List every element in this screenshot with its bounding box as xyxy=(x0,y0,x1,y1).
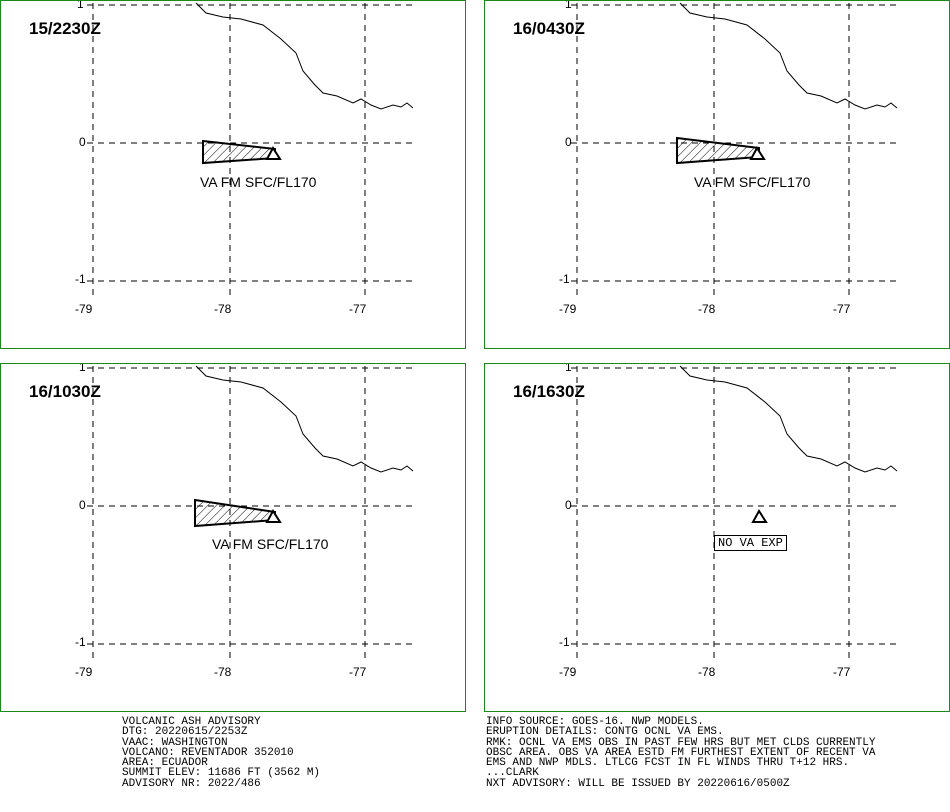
advisory-number: ADVISORY NR: 2022/486 xyxy=(122,777,261,790)
lon-label-78: -78 xyxy=(698,302,716,316)
lon-label-78: -78 xyxy=(214,665,232,679)
advisory-title: VOLCANIC ASH ADVISORY xyxy=(122,716,261,728)
next-advisory: NXT ADVISORY: WILL BE ISSUED BY 20220616… xyxy=(486,777,790,790)
map-panel-2: 16/0430Z VA FM SFC/FL170 1 0 -1 -79 -78 … xyxy=(484,0,950,349)
coastline xyxy=(679,2,898,110)
coastline xyxy=(679,365,898,473)
lat-label-0: 0 xyxy=(565,135,572,149)
advisory-dtg: DTG: 20220615/2253Z xyxy=(122,726,248,739)
remarks-line-1: RMK: OCNL VA EMS OBS IN PAST FEW HRS BUT… xyxy=(486,736,876,749)
advisory-header: VOLCANIC ASH ADVISORY DTG: 20220615/2253… xyxy=(122,716,321,790)
lat-label-1: 1 xyxy=(565,0,572,11)
lon-label-79: -79 xyxy=(75,302,93,316)
ash-area xyxy=(194,498,276,528)
coastline xyxy=(195,365,414,473)
lon-label-79: -79 xyxy=(75,665,93,679)
advisory-vaac: VAAC: WASHINGTON xyxy=(122,736,228,749)
map-panel-3: 16/1030Z VA FM SFC/FL170 1 0 -1 -79 -78 … xyxy=(0,363,466,712)
coastline xyxy=(195,2,414,110)
volcano-icon xyxy=(751,509,768,523)
ash-area xyxy=(676,136,760,165)
map-canvas-4 xyxy=(571,365,898,659)
panel-time: 16/1630Z xyxy=(513,382,585,401)
lon-label-78: -78 xyxy=(214,302,232,316)
lat-label-1: 1 xyxy=(77,0,84,11)
map-panel-4: 16/1630Z NO VA EXP 1 0 -1 -79 -78 -77 xyxy=(484,363,950,712)
remarks-line-3: EMS AND NWP MDLS. LTLCG FCST IN FL WINDS… xyxy=(486,757,850,770)
lon-label-77: -77 xyxy=(349,665,367,679)
graticule xyxy=(571,366,897,659)
lat-label-neg1: -1 xyxy=(75,635,86,649)
lon-label-79: -79 xyxy=(559,302,577,316)
lon-label-77: -77 xyxy=(349,302,367,316)
lat-label-1: 1 xyxy=(79,363,86,374)
lat-label-1: 1 xyxy=(565,363,572,374)
advisory-info: INFO SOURCE: GOES-16. NWP MODELS. ERUPTI… xyxy=(486,716,876,790)
volcano-icon xyxy=(265,146,282,160)
ash-label: VA FM SFC/FL170 xyxy=(200,174,317,190)
advisory-volcano: VOLCANO: REVENTADOR 352010 xyxy=(122,746,294,759)
map-canvas-2 xyxy=(571,2,898,296)
lat-label-0: 0 xyxy=(565,498,572,512)
lon-label-79: -79 xyxy=(559,665,577,679)
lat-label-0: 0 xyxy=(79,498,86,512)
info-source: INFO SOURCE: GOES-16. NWP MODELS. xyxy=(486,716,704,728)
lat-label-neg1: -1 xyxy=(559,635,570,649)
lon-label-78: -78 xyxy=(698,665,716,679)
ash-label: VA FM SFC/FL170 xyxy=(694,174,811,190)
lat-label-0: 0 xyxy=(79,135,86,149)
panel-time: 16/0430Z xyxy=(513,19,585,38)
map-canvas-1 xyxy=(87,2,414,296)
volcano-icon xyxy=(265,509,282,523)
volcano-icon xyxy=(749,146,766,160)
map-canvas-3 xyxy=(87,365,414,659)
ash-label: VA FM SFC/FL170 xyxy=(212,536,329,552)
lon-label-77: -77 xyxy=(833,302,851,316)
advisory-summit: SUMMIT ELEV: 11686 FT (3562 M) xyxy=(122,767,321,780)
panel-time: 16/1030Z xyxy=(29,382,101,401)
eruption-details: ERUPTION DETAILS: CONTG OCNL VA EMS. xyxy=(486,726,724,739)
lon-label-77: -77 xyxy=(833,665,851,679)
lat-label-neg1: -1 xyxy=(75,272,86,286)
remarks-line-2: OBSC AREA. OBS VA AREA ESTD FM FURTHEST … xyxy=(486,746,876,759)
map-panel-1: 15/2230Z VA FM SFC/FL170 1 0 -1 -79 -78 … xyxy=(0,0,466,349)
panel-time: 15/2230Z xyxy=(29,19,101,38)
no-va-box: NO VA EXP xyxy=(714,535,787,551)
advisory-area: AREA: ECUADOR xyxy=(122,757,208,770)
lat-label-neg1: -1 xyxy=(559,272,570,286)
ash-area xyxy=(202,139,276,165)
signature: ...CLARK xyxy=(486,767,539,780)
